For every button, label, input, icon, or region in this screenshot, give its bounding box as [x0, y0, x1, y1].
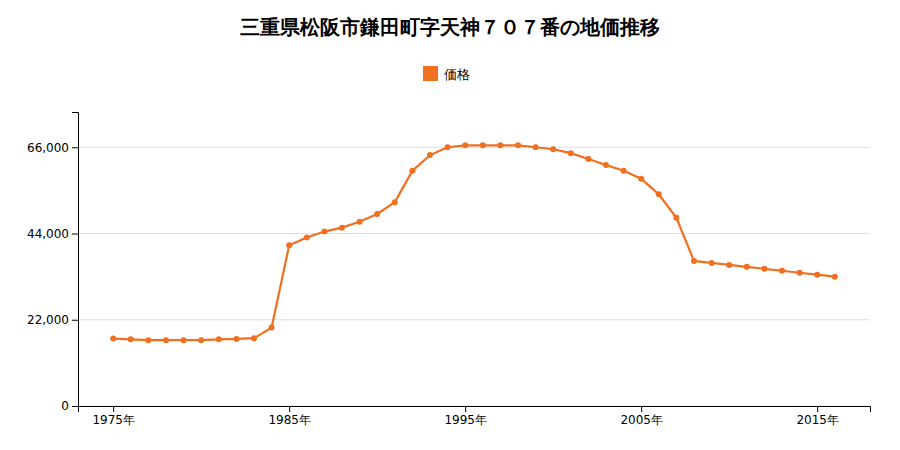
point	[673, 215, 679, 221]
tick: 2005年	[620, 406, 663, 427]
point	[110, 336, 116, 342]
point	[480, 142, 486, 148]
legend-label: 価格	[444, 67, 470, 82]
point	[515, 142, 521, 148]
tick-label: 0	[61, 399, 69, 413]
grid	[78, 147, 870, 406]
point	[181, 337, 187, 343]
tick: 1995年	[444, 406, 487, 427]
point	[603, 162, 609, 168]
legend-swatch	[423, 66, 438, 81]
tick: 1985年	[268, 406, 311, 427]
tick: 44,000	[27, 227, 78, 241]
tick-label: 2005年	[620, 413, 663, 427]
point	[462, 142, 468, 148]
point	[445, 144, 451, 150]
point	[374, 211, 380, 217]
tick-mark	[72, 147, 78, 148]
point	[568, 150, 574, 156]
point	[128, 336, 134, 342]
tick-label: 1995年	[444, 413, 487, 427]
point	[198, 337, 204, 343]
grid-line	[78, 319, 870, 320]
tick-label: 1975年	[92, 413, 135, 427]
point	[286, 242, 292, 248]
point	[392, 199, 398, 205]
point	[691, 258, 697, 264]
y-axis: 0 22,000 44,000 66,000	[27, 113, 79, 414]
point	[233, 336, 239, 342]
point	[533, 144, 539, 150]
tick: 2015年	[796, 406, 839, 427]
point	[709, 260, 715, 266]
point	[621, 168, 627, 174]
tick-label: 66,000	[27, 141, 69, 155]
point	[744, 264, 750, 270]
chart: 三重県松阪市鎌田町字天神７０７番の地価推移 1975年 1985年 1995年 2005…	[0, 0, 900, 450]
grid-line	[78, 147, 870, 148]
tick-mark	[113, 406, 114, 412]
point	[585, 156, 591, 162]
tick-mark	[72, 234, 78, 235]
line	[113, 145, 835, 340]
tick-mark	[289, 406, 290, 412]
point	[251, 335, 257, 341]
axis-line	[72, 113, 79, 407]
point	[814, 272, 820, 278]
tick-label: 2015年	[796, 413, 839, 427]
legend-item: 価格	[423, 66, 470, 82]
point	[321, 229, 327, 235]
tick-mark	[72, 320, 78, 321]
point	[550, 146, 556, 152]
point	[761, 266, 767, 272]
title: 三重県松阪市鎌田町字天神７０７番の地価推移	[240, 15, 660, 39]
point	[269, 325, 275, 331]
point	[638, 176, 644, 182]
point	[797, 270, 803, 276]
tick-mark	[641, 406, 642, 412]
tick-mark	[72, 406, 78, 407]
tick-label: 22,000	[27, 313, 69, 327]
tick-label: 1985年	[268, 413, 311, 427]
point	[497, 142, 503, 148]
tick: 1975年	[92, 406, 135, 427]
tick: 0	[61, 399, 78, 413]
grid-line	[78, 233, 870, 234]
tick-label: 44,000	[27, 227, 69, 241]
tick: 22,000	[27, 313, 78, 327]
point	[339, 225, 345, 231]
point	[216, 336, 222, 342]
point	[163, 337, 169, 343]
point	[832, 274, 838, 280]
point	[656, 191, 662, 197]
point	[726, 262, 732, 268]
point	[304, 234, 310, 240]
axis-line	[79, 407, 871, 413]
point	[779, 268, 785, 274]
marks	[110, 142, 838, 343]
tick: 66,000	[27, 141, 78, 155]
tick-mark	[465, 406, 466, 412]
point	[145, 337, 151, 343]
x-axis: 1975年 1985年 1995年 2005年 2015年	[79, 406, 871, 427]
tick-mark	[817, 406, 818, 412]
plot-area: 1975年 1985年 1995年 2005年 2015年 0 22,000 44,000 66…	[27, 113, 871, 427]
legend: 価格	[423, 66, 470, 82]
point	[409, 168, 415, 174]
point	[357, 219, 363, 225]
point	[427, 152, 433, 158]
